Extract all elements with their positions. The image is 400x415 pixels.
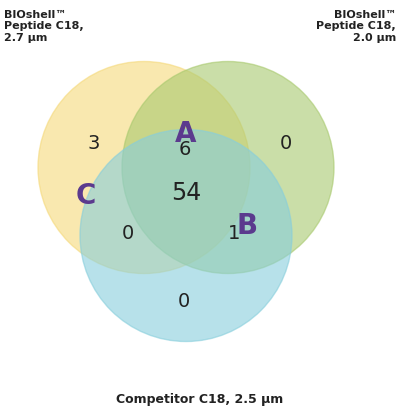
Circle shape [38,61,250,273]
Circle shape [122,61,334,273]
Text: BIOshell™
Peptide C18,
2.0 μm: BIOshell™ Peptide C18, 2.0 μm [316,10,396,43]
Text: 3: 3 [88,134,100,153]
Text: B: B [237,212,258,239]
Text: 0: 0 [122,224,134,243]
Text: Competitor C18, 2.5 μm: Competitor C18, 2.5 μm [116,393,284,405]
Text: 1: 1 [228,224,240,243]
Text: A: A [174,120,196,147]
Text: 6: 6 [179,140,191,159]
Text: BIOshell™
Peptide C18,
2.7 μm: BIOshell™ Peptide C18, 2.7 μm [4,10,84,43]
Text: C: C [76,181,96,210]
Text: 0: 0 [280,134,292,153]
Text: 0: 0 [178,292,190,311]
Text: 54: 54 [171,181,201,205]
Circle shape [80,129,292,342]
